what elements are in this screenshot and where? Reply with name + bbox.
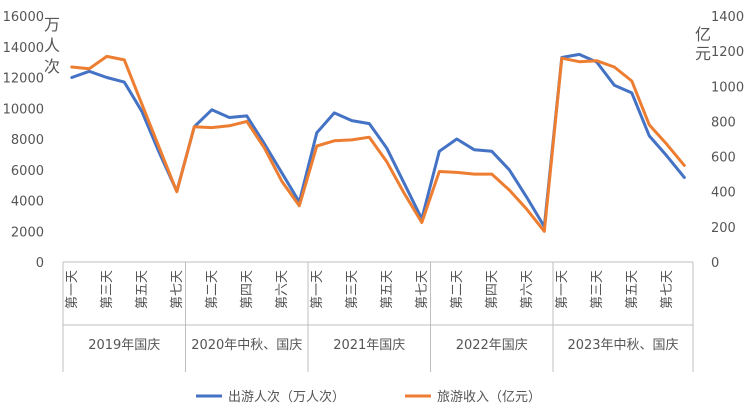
x-day-tick-label: 第七天 bbox=[170, 270, 185, 309]
series-line-revenue bbox=[70, 54, 686, 233]
x-day-tick-label: 第五天 bbox=[135, 270, 150, 309]
x-group-label: 2019年国庆 bbox=[88, 338, 160, 353]
y-left-tick-label: 12000 bbox=[3, 72, 44, 87]
x-group-label: 2023年中秋、国庆 bbox=[567, 338, 678, 353]
y-right-tick-label: 1000 bbox=[711, 80, 744, 95]
x-day-tick-label: 第七天 bbox=[415, 270, 430, 309]
y-left-tick-label: 14000 bbox=[3, 41, 44, 56]
x-day-tick-label: 第四天 bbox=[485, 270, 500, 309]
x-group-label: 2020年中秋、国庆 bbox=[191, 338, 302, 353]
legend-label: 出游人次（万人次） bbox=[228, 389, 345, 405]
x-day-tick-label: 第七天 bbox=[660, 270, 675, 309]
y-left-tick-label: 6000 bbox=[11, 164, 44, 179]
x-day-tick-label: 第三天 bbox=[100, 270, 115, 309]
legend-label: 旅游收入（亿元） bbox=[437, 390, 541, 405]
x-day-tick-label: 第五天 bbox=[380, 270, 395, 309]
y-right-tick-label: 0 bbox=[711, 256, 719, 271]
x-day-tick-label: 第六天 bbox=[275, 270, 290, 309]
x-day-tick-label: 第一天 bbox=[555, 270, 570, 309]
x-day-tick-label: 第三天 bbox=[345, 270, 360, 309]
x-day-tick-label: 第五天 bbox=[625, 270, 640, 309]
x-day-tick-label: 第三天 bbox=[590, 270, 605, 309]
x-day-tick-label: 第一天 bbox=[310, 270, 325, 309]
y-left-tick-label: 0 bbox=[36, 256, 44, 271]
x-day-tick-label: 第二天 bbox=[450, 270, 465, 309]
y-left-tick-label: 2000 bbox=[11, 225, 44, 240]
y-left-tick-label: 16000 bbox=[3, 10, 44, 25]
y-right-tick-label: 200 bbox=[711, 221, 736, 236]
x-group-label: 2022年国庆 bbox=[456, 338, 528, 353]
y-left-tick-label: 10000 bbox=[3, 102, 44, 117]
y-left-unit-label: 人 bbox=[44, 36, 60, 55]
x-day-tick-label: 第四天 bbox=[240, 270, 255, 309]
y-right-unit-label: 亿 bbox=[695, 25, 711, 44]
y-right-tick-label: 400 bbox=[711, 186, 736, 201]
y-left-unit-label: 次 bbox=[44, 57, 60, 76]
y-right-tick-label: 800 bbox=[711, 115, 736, 130]
series-line-visitors bbox=[70, 52, 686, 229]
y-right-tick-label: 1400 bbox=[711, 10, 744, 25]
y-left-unit-label: 万 bbox=[44, 15, 60, 34]
y-left-tick-label: 8000 bbox=[11, 133, 44, 148]
y-right-unit-label: 元 bbox=[695, 44, 711, 63]
x-day-tick-label: 第二天 bbox=[205, 270, 220, 309]
x-day-tick-label: 第一天 bbox=[65, 270, 80, 309]
x-day-tick-label: 第六天 bbox=[520, 270, 535, 309]
y-left-tick-label: 4000 bbox=[11, 195, 44, 210]
y-right-tick-label: 600 bbox=[711, 151, 736, 166]
y-right-tick-label: 1200 bbox=[711, 45, 744, 60]
x-group-label: 2021年国庆 bbox=[333, 338, 405, 353]
